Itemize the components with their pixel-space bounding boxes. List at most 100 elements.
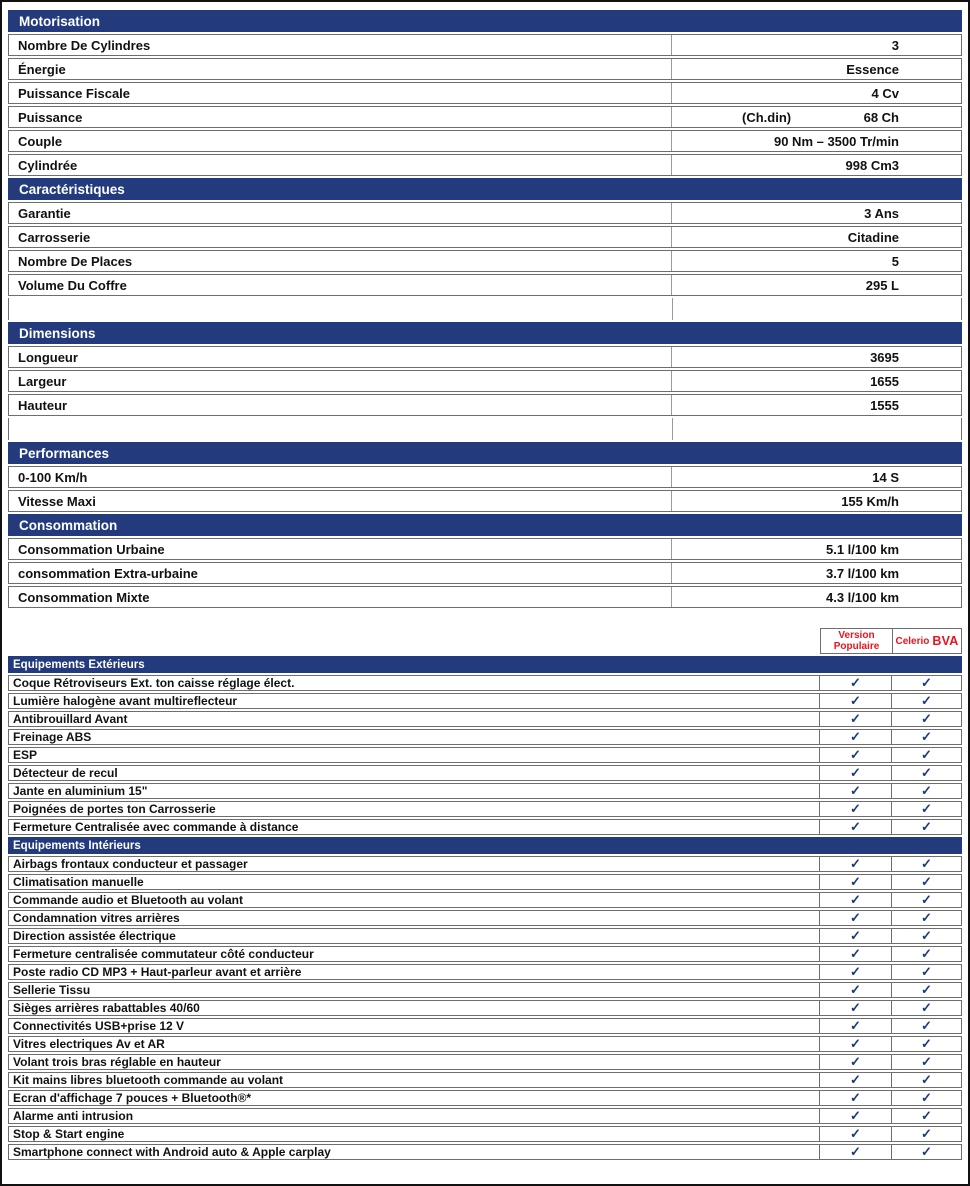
equipment-row: Sellerie Tissu ✓ ✓ — [8, 982, 962, 998]
equipment-label: Commande audio et Bluetooth au volant — [13, 893, 244, 907]
equipment-label: Ecran d'affichage 7 pouces + Bluetooth®* — [13, 1091, 252, 1105]
equipment-row: Sièges arrières rabattables 40/60 ✓ ✓ — [8, 1000, 962, 1016]
check-icon: ✓ — [850, 801, 861, 816]
equipment-label: Sellerie Tissu — [13, 983, 91, 997]
spec-value-note: (Ch.din) — [742, 109, 792, 125]
equipment-label: Direction assistée électrique — [13, 929, 176, 943]
check-icon: ✓ — [921, 1018, 932, 1033]
spec-value-text: 90 Nm – 3500 Tr/min — [773, 133, 899, 149]
spec-label: 0-100 Km/h — [9, 467, 672, 487]
check-cell: ✓ — [891, 1090, 961, 1105]
check-icon: ✓ — [850, 819, 861, 834]
section-header-performances: Performances — [8, 442, 962, 464]
check-icon: ✓ — [921, 910, 932, 925]
check-icon: ✓ — [921, 693, 932, 708]
check-icon: ✓ — [850, 783, 861, 798]
spec-label: Puissance Fiscale — [9, 83, 672, 103]
spec-value-text: 3 Ans — [864, 205, 899, 221]
check-cell: ✓ — [819, 729, 891, 744]
check-icon: ✓ — [921, 783, 932, 798]
spec-value-text: 14 S — [872, 469, 899, 485]
check-cell: ✓ — [891, 1126, 961, 1141]
check-cell: ✓ — [819, 946, 891, 961]
spec-value: 1555 — [672, 395, 961, 415]
check-cell: ✓ — [819, 783, 891, 798]
check-icon: ✓ — [921, 729, 932, 744]
check-icon: ✓ — [850, 982, 861, 997]
check-cell: ✓ — [819, 982, 891, 997]
check-icon: ✓ — [850, 1054, 861, 1069]
check-cell: ✓ — [891, 729, 961, 744]
check-cell: ✓ — [819, 711, 891, 726]
check-cell: ✓ — [891, 675, 961, 690]
check-cell: ✓ — [819, 856, 891, 871]
spec-value: 4.3 l/100 km — [672, 587, 961, 607]
spec-value-text: 3695 — [870, 349, 899, 365]
spec-row: Garantie 3 Ans — [8, 202, 962, 224]
check-cell: ✓ — [891, 928, 961, 943]
check-icon: ✓ — [921, 1000, 932, 1015]
equipment-row: Fermeture Centralisée avec commande à di… — [8, 819, 962, 835]
equipment-row: Poste radio CD MP3 + Haut-parleur avant … — [8, 964, 962, 980]
section-header-equipements-interieurs: Equipements Intérieurs — [8, 837, 962, 854]
check-icon: ✓ — [921, 1072, 932, 1087]
table-gap — [8, 608, 962, 628]
equipment-label: Coque Rétroviseurs Ext. ton caisse régla… — [13, 676, 295, 690]
spec-row: Carrosserie Citadine — [8, 226, 962, 248]
check-icon: ✓ — [850, 892, 861, 907]
check-icon: ✓ — [850, 675, 861, 690]
equipment-label: Lumière halogène avant multireflecteur — [13, 694, 238, 708]
check-icon: ✓ — [921, 711, 932, 726]
equipment-label: Fermeture centralisée commutateur côté c… — [13, 947, 314, 961]
spec-value: 1655 — [672, 371, 961, 391]
spec-value: 155 Km/h — [672, 491, 961, 511]
spec-row: Nombre De Places 5 — [8, 250, 962, 272]
spec-row: 0-100 Km/h 14 S — [8, 466, 962, 488]
check-cell: ✓ — [819, 892, 891, 907]
check-cell: ✓ — [819, 819, 891, 834]
equipment-label: Jante en aluminium 15" — [13, 784, 148, 798]
equipment-label: Airbags frontaux conducteur et passager — [13, 857, 248, 871]
spec-row: consommation Extra-urbaine 3.7 l/100 km — [8, 562, 962, 584]
spec-row: Longueur 3695 — [8, 346, 962, 368]
check-icon: ✓ — [850, 747, 861, 762]
spec-value-text: 998 Cm3 — [845, 157, 899, 173]
check-cell: ✓ — [891, 982, 961, 997]
check-cell: ✓ — [819, 964, 891, 979]
equipment-row: Fermeture centralisée commutateur côté c… — [8, 946, 962, 962]
equipment-label: Poignées de portes ton Carrosserie — [13, 802, 216, 816]
column-header-line: Populaire — [833, 641, 880, 652]
spec-value: 5 — [672, 251, 961, 271]
check-icon: ✓ — [921, 946, 932, 961]
check-cell: ✓ — [819, 910, 891, 925]
spec-label: consommation Extra-urbaine — [9, 563, 672, 583]
column-header-text: Celerio — [895, 635, 930, 647]
check-cell: ✓ — [891, 765, 961, 780]
equipment-label: Sièges arrières rabattables 40/60 — [13, 1001, 200, 1015]
check-icon: ✓ — [921, 928, 932, 943]
check-cell: ✓ — [819, 928, 891, 943]
spec-row: Énergie Essence — [8, 58, 962, 80]
check-icon: ✓ — [850, 765, 861, 780]
spec-label: Consommation Urbaine — [9, 539, 672, 559]
spec-row: Nombre De Cylindres 3 — [8, 34, 962, 56]
spec-value-text: 4.3 l/100 km — [826, 589, 899, 605]
check-cell: ✓ — [891, 892, 961, 907]
spec-value: 4 Cv — [672, 83, 961, 103]
spec-label: Largeur — [9, 371, 672, 391]
check-icon: ✓ — [850, 693, 861, 708]
check-icon: ✓ — [921, 982, 932, 997]
spec-value: (Ch.din) 68 Ch — [672, 107, 961, 127]
equipment-row: Smartphone connect with Android auto & A… — [8, 1144, 962, 1160]
check-icon: ✓ — [921, 964, 932, 979]
equipment-label: Stop & Start engine — [13, 1127, 125, 1141]
spec-value: 5.1 l/100 km — [672, 539, 961, 559]
check-icon: ✓ — [850, 1036, 861, 1051]
check-icon: ✓ — [850, 711, 861, 726]
spec-tables: Motorisation Nombre De Cylindres 3 Énergie E… — [8, 10, 962, 608]
spec-value-text: 155 Km/h — [841, 493, 899, 509]
section-header-caracteristiques: Caractéristiques — [8, 178, 962, 200]
spec-value: 3695 — [672, 347, 961, 367]
check-cell: ✓ — [819, 874, 891, 889]
spec-value-text: 68 Ch — [863, 109, 899, 125]
